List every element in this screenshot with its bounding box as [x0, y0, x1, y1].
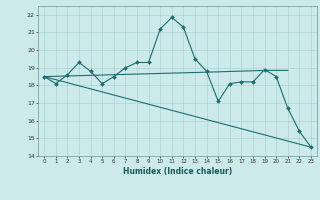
X-axis label: Humidex (Indice chaleur): Humidex (Indice chaleur) [123, 167, 232, 176]
